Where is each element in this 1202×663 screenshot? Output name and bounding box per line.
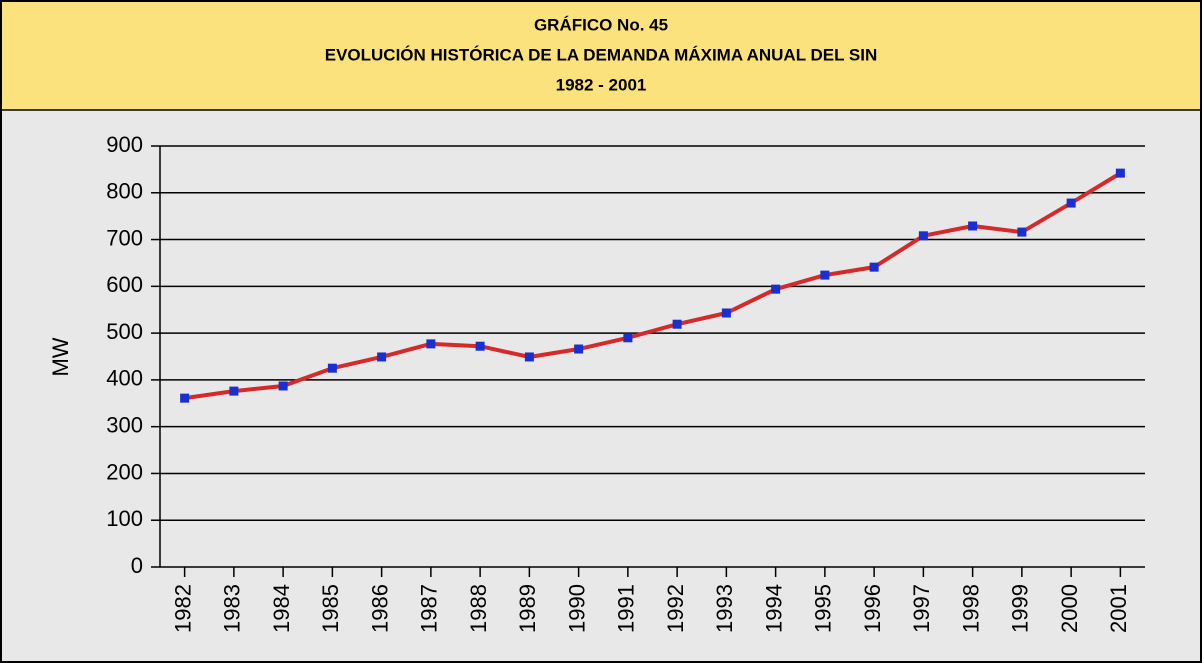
x-tick-label: 1982 [170, 584, 195, 633]
y-tick-label: 200 [106, 459, 143, 484]
x-tick-label: 1991 [614, 584, 639, 633]
x-tick-label: 1987 [417, 584, 442, 633]
x-tick-label: 1986 [367, 584, 392, 633]
chart-title: EVOLUCIÓN HISTÓRICA DE LA DEMANDA MÁXIMA… [325, 45, 878, 64]
y-tick-label: 400 [106, 366, 143, 391]
x-tick-label: 1983 [220, 584, 245, 633]
x-tick-label: 2001 [1106, 584, 1131, 633]
x-tick-label: 1985 [318, 584, 343, 633]
y-tick-label: 800 [106, 179, 143, 204]
x-tick-label: 2000 [1057, 584, 1082, 633]
chart-title: 1982 - 2001 [556, 75, 647, 94]
y-tick-label: 0 [131, 553, 143, 578]
y-axis-label: MW [48, 337, 73, 376]
x-tick-label: 1990 [564, 584, 589, 633]
y-tick-label: 100 [106, 506, 143, 531]
x-tick-label: 1996 [860, 584, 885, 633]
title-band [2, 2, 1200, 110]
data-point [278, 381, 288, 391]
data-point [426, 339, 436, 349]
y-tick-label: 300 [106, 412, 143, 437]
x-tick-label: 1995 [811, 584, 836, 633]
x-tick-label: 1998 [958, 584, 983, 633]
data-point [771, 284, 781, 294]
y-tick-label: 500 [106, 319, 143, 344]
x-tick-label: 1988 [466, 584, 491, 633]
data-point [229, 386, 239, 396]
x-tick-label: 1994 [761, 584, 786, 633]
data-point [721, 308, 731, 318]
data-point [820, 270, 830, 280]
data-point [180, 393, 190, 403]
y-tick-label: 700 [106, 225, 143, 250]
series-line [184, 171, 1122, 401]
data-point [623, 333, 633, 343]
data-point [574, 344, 584, 354]
data-point [475, 341, 485, 351]
x-tick-label: 1999 [1008, 584, 1033, 633]
y-tick-label: 600 [106, 272, 143, 297]
x-tick-label: 1993 [712, 584, 737, 633]
x-tick-label: 1992 [663, 584, 688, 633]
data-point [1115, 168, 1125, 178]
data-point [524, 352, 534, 362]
data-point [672, 319, 682, 329]
data-point [1017, 227, 1027, 237]
data-point [918, 231, 928, 241]
x-tick-label: 1984 [269, 584, 294, 633]
data-point [968, 221, 978, 231]
data-point [1066, 198, 1076, 208]
y-tick-label: 900 [106, 132, 143, 157]
chart-title: GRÁFICO No. 45 [534, 15, 668, 34]
data-point [869, 262, 879, 272]
x-tick-label: 1989 [515, 584, 540, 633]
data-point [377, 352, 387, 362]
data-point [327, 363, 337, 373]
x-tick-label: 1997 [909, 584, 934, 633]
